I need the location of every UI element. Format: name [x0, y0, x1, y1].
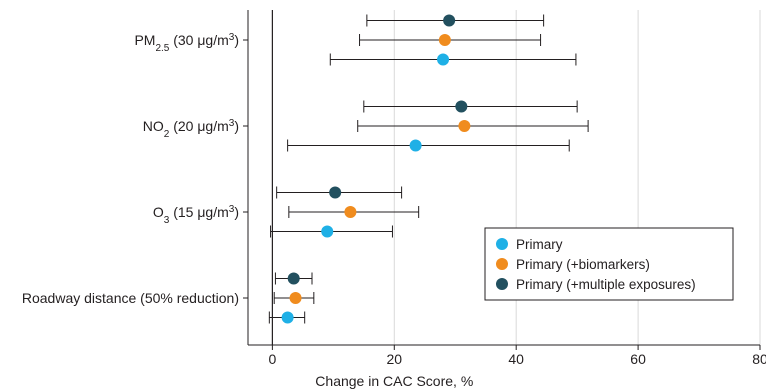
series-primary-biomarkers [273, 34, 589, 304]
series-primary [268, 53, 577, 324]
estimate-point [287, 272, 300, 285]
category-label: O3 (15 μg/m3) [153, 204, 239, 226]
estimate-point [437, 53, 450, 66]
category-labels: PM2.5 (30 μg/m3) NO2 (20 μg/m3) O3 (15 μg/… [22, 32, 239, 307]
estimate-point [458, 120, 471, 132]
estimate-point [289, 292, 302, 304]
series-group [268, 14, 589, 324]
legend-item: Primary (+biomarkers) [496, 257, 650, 272]
estimate-point [455, 100, 468, 113]
legend-item: Primary [496, 237, 563, 252]
x-axis: 0 20 40 60 80 Change in CAC Score, % [268, 345, 766, 389]
legend-swatch [496, 238, 508, 250]
estimate-point [329, 186, 342, 199]
estimate-point [281, 311, 294, 324]
x-tick-label: 60 [630, 351, 646, 367]
estimate-point [438, 34, 451, 46]
x-tick-label: 40 [508, 351, 524, 367]
legend-box [484, 227, 734, 301]
legend-label: Primary (+biomarkers) [516, 257, 650, 272]
category-label: PM2.5 (30 μg/m3) [134, 32, 239, 54]
estimate-point [321, 225, 334, 238]
category-label: Roadway distance (50% reduction) [22, 290, 239, 306]
x-axis-title: Change in CAC Score, % [315, 373, 473, 389]
legend-swatch [496, 278, 508, 290]
x-tick-label: 0 [268, 351, 276, 367]
x-tick-label: 80 [752, 351, 766, 367]
legend-label: Primary (+multiple exposures) [516, 277, 696, 292]
x-tick-label: 20 [386, 351, 402, 367]
estimate-point [443, 14, 456, 27]
legend: Primary Primary (+biomarkers) Primary (+mu… [484, 227, 734, 301]
legend-item: Primary (+multiple exposures) [496, 277, 696, 292]
series-primary-multiple-exposures [274, 14, 578, 285]
estimate-point [409, 139, 422, 152]
estimate-point [344, 206, 357, 218]
axes [243, 10, 760, 346]
legend-label: Primary [516, 237, 563, 252]
legend-swatch [496, 258, 508, 270]
category-label: NO2 (20 μg/m3) [143, 118, 239, 140]
